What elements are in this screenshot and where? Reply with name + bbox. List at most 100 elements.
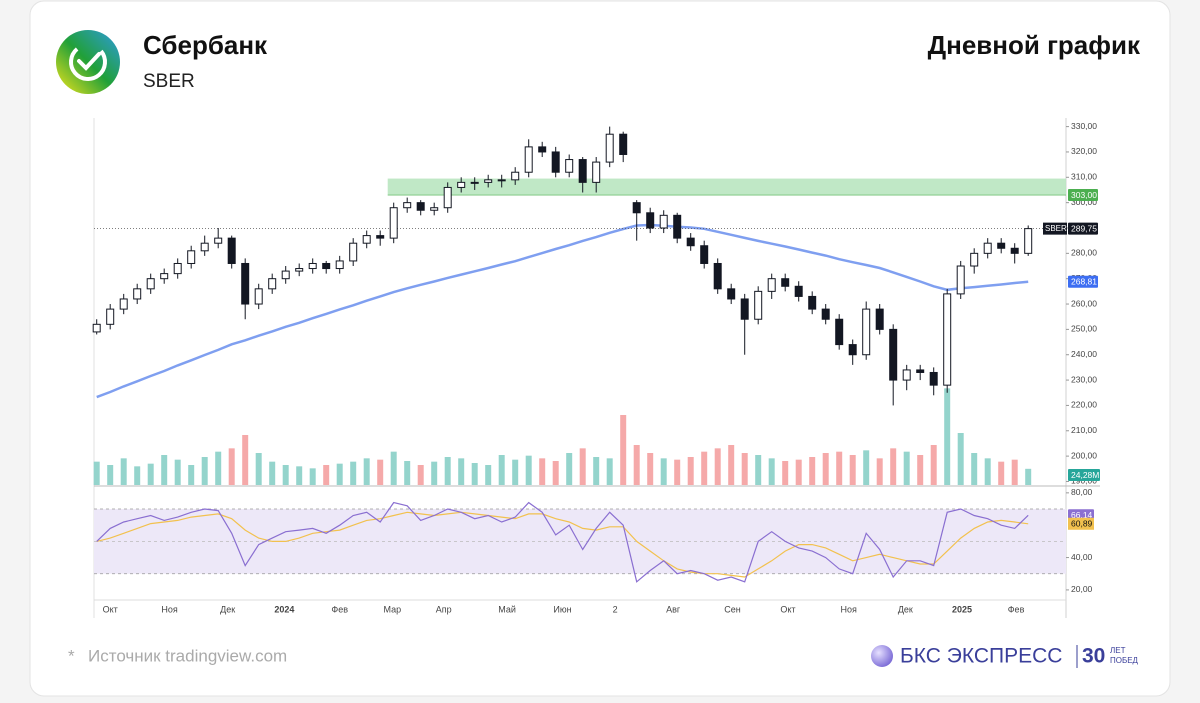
y-tick-label: 250,00 [1071,324,1097,334]
candle-body [862,308,871,356]
volume-bar [134,466,141,485]
candle-body [686,237,695,247]
source: Источник tradingview.com [88,646,287,665]
candle-body [389,207,398,239]
volume-bar [512,459,519,485]
ma-badge [1068,275,1098,288]
volume-bar [242,435,249,485]
candle-body [754,290,763,320]
x-tick-label: Фев [1008,604,1025,614]
candle-body [403,202,412,209]
volume-bar [215,451,222,485]
volume-bar [863,450,870,485]
zone [387,178,1066,196]
rsi-ma-badge-text: 60,89 [1071,519,1093,529]
ma-line [96,223,1029,399]
x-tick-label: Фев [331,604,348,614]
volume-bar [674,459,681,485]
volume-bar [687,457,694,485]
volume-bar [404,461,411,485]
x-tick-label: Апр [436,604,452,614]
candle-body [416,202,425,211]
candle-body [713,262,722,290]
candle-body [362,235,371,244]
volume-bar [93,461,100,485]
y-tick-label: 260,00 [1071,298,1097,308]
volume-bar [755,455,762,485]
volume-bar [525,455,532,485]
candle-body [889,328,898,381]
x-tick-label: Июн [553,604,571,614]
candle-body [484,179,493,183]
y-tick-label: 200,00 [1071,450,1097,460]
volume-bar [768,458,775,485]
x-tick-label: Окт [103,604,118,614]
volume-badge [1068,469,1100,481]
brand: БКС ЭКСПРЕСС [900,645,1062,668]
candle-body [902,369,911,381]
volume-bar [431,461,438,485]
volume-bar [998,461,1005,485]
candle-body [214,237,223,244]
candle-body [983,242,992,254]
candle-body [187,250,196,264]
candle-body [632,202,641,214]
y-tick-label: 320,00 [1071,146,1097,156]
zone-badge [1068,189,1098,202]
volume-bar [417,465,424,485]
candle-body [740,298,749,320]
volume-bar [498,455,505,485]
candle-body [605,133,614,163]
x-tick-label: Авг [666,604,681,614]
candle-body [781,278,790,287]
price-badge-text: 289,75 [1071,223,1097,233]
candle-body [200,242,209,252]
rsi-line [96,501,1029,583]
volume-bar [323,465,330,485]
volume-bar [809,457,816,485]
x-tick-label: Дек [898,604,913,614]
rsi-ma-line [96,511,1029,578]
candle-body [592,161,601,183]
candle-body [268,278,277,290]
candle-body [173,262,182,275]
y-tick-label: 280,00 [1071,248,1097,258]
brand-years-word: ПОБЕД [1110,656,1139,665]
candle-body [619,133,628,155]
candle-body [254,288,263,305]
ticker-badge-text: SBER [1045,224,1067,233]
volume-bar [795,459,802,485]
candle-body [92,323,101,333]
x-tick-label: Май [498,604,516,614]
volume-bar [849,455,856,485]
volume-bar [282,465,289,485]
card-bg [29,0,1171,697]
volume-bar [201,457,208,485]
y-tick-label: 240,00 [1071,349,1097,359]
volume-bar [971,453,978,485]
brand-icon [871,645,893,667]
volume-bar [633,445,640,485]
candle-body [119,298,128,310]
candle-body [956,265,965,295]
volume-bar [444,457,451,485]
volume-bar [1011,459,1018,485]
y-tick-label: 330,00 [1071,121,1097,131]
candle-body [470,181,479,184]
volume-bar [930,445,937,485]
volume-bar [606,458,613,485]
x-tick-label: Окт [780,604,795,614]
volume-bar [269,461,276,485]
volume-bar [147,463,154,485]
candle-body [511,171,520,181]
candle-body [227,237,236,264]
volume-bar [458,458,465,485]
x-tick-label: Ноя [161,604,178,614]
volume-bar [593,457,600,485]
volume-bar [390,451,397,485]
volume-bar [903,451,910,485]
volume-bar [876,458,883,485]
volume-bar [579,448,586,485]
candle-body [349,242,358,262]
